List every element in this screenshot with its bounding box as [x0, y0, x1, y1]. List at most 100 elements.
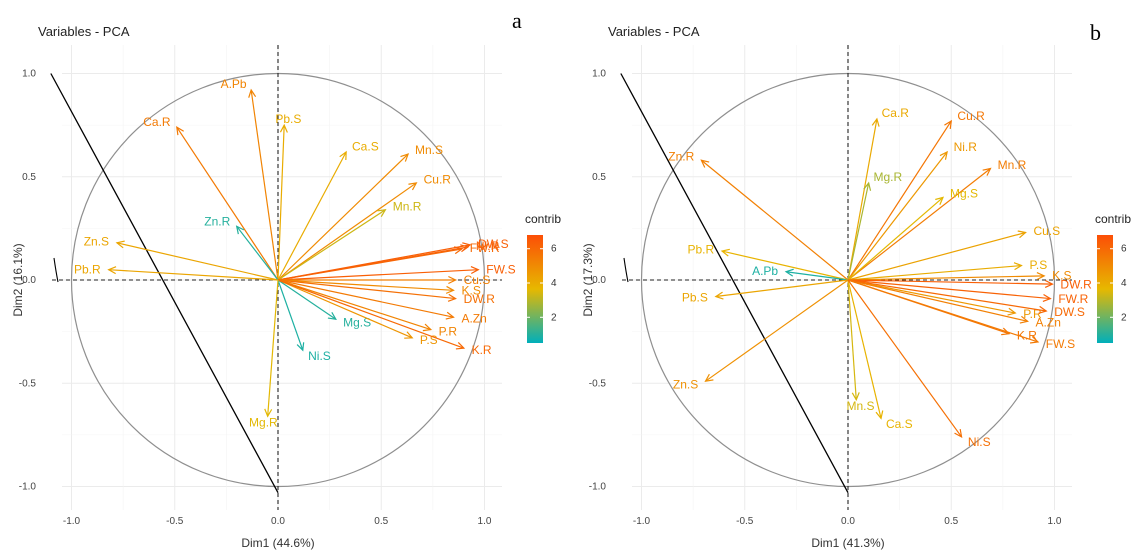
y-tick-label: 0.0	[22, 275, 36, 286]
arrow-shaft	[277, 269, 479, 281]
arrow-head	[851, 392, 860, 402]
variable-arrow-Pb.S: Pb.S	[682, 279, 849, 304]
arrow-shaft	[277, 244, 471, 281]
arrow-shaft	[847, 279, 1039, 343]
variable-label: DW.R	[1060, 277, 1092, 291]
arrow-head	[422, 323, 433, 332]
arrow-head	[115, 240, 125, 249]
arrow-shaft	[847, 120, 952, 281]
legend-title: contrib	[1095, 212, 1131, 226]
arrow-shaft	[847, 275, 1045, 281]
arrow-head	[339, 150, 347, 160]
arrow-head	[107, 266, 117, 275]
arrow-head	[1001, 327, 1011, 336]
variable-arrow-A.Pb: A.Pb	[752, 264, 849, 281]
variable-arrow-Mg.R: Mg.R	[847, 170, 902, 281]
legend-tick-label: 2	[551, 312, 557, 323]
variable-arrow-Mn.S: Mn.S	[847, 279, 875, 413]
arrow-shaft	[277, 151, 347, 281]
arrow-shaft	[277, 279, 337, 320]
arrow-head	[871, 117, 880, 127]
legend-colorbar	[527, 235, 543, 343]
arrow-head	[445, 311, 455, 320]
arrow-shaft	[176, 126, 279, 281]
variable-arrow-Ni.R: Ni.R	[847, 140, 977, 281]
arrow-head	[704, 373, 714, 382]
arrow-shaft	[277, 279, 465, 349]
x-tick-label: -1.0	[63, 516, 81, 527]
arrow-head	[1038, 305, 1048, 314]
arrow-shaft	[277, 279, 456, 300]
arrow-shaft	[847, 264, 1022, 281]
panel-letter: a	[512, 8, 522, 33]
variable-arrow-P.R: P.R	[277, 279, 457, 338]
arrow-head	[1029, 335, 1040, 344]
variable-label: Pb.S	[275, 112, 301, 126]
arrow-head	[264, 408, 273, 418]
y-tick-label: 0.5	[592, 172, 606, 183]
variable-label: A.Pb	[752, 264, 778, 278]
y-tick-label: -0.5	[589, 378, 607, 389]
arrow-head	[1036, 271, 1046, 281]
variable-arrow-FW.R: FW.R	[847, 279, 1089, 306]
arrow-shaft	[277, 125, 285, 281]
variable-label: FW.R	[1058, 292, 1088, 306]
variable-arrow-DW.R: DW.R	[847, 277, 1092, 291]
arrow-head	[279, 123, 288, 133]
variable-arrow-Mg.S: Mg.S	[847, 186, 978, 281]
edge-curve	[623, 257, 629, 283]
variable-label: Cu.R	[957, 109, 985, 123]
variable-arrow-Pb.S: Pb.S	[275, 112, 301, 281]
arrow-head	[939, 150, 948, 160]
arrow-head	[863, 181, 872, 191]
y-tick-label: 1.0	[592, 69, 606, 80]
arrow-head	[784, 268, 794, 277]
arrow-shaft	[847, 279, 963, 438]
variable-label: A.Zn	[1036, 316, 1061, 330]
arrow-shaft	[847, 279, 1051, 300]
x-tick-label: -0.5	[166, 516, 184, 527]
legend-colorbar	[1097, 235, 1113, 343]
variable-label: Cu.R	[424, 172, 452, 186]
legend-tick-label: 6	[551, 244, 557, 255]
legend-tick-label: 4	[551, 278, 557, 289]
variable-arrow-Mg.R: Mg.R	[249, 279, 279, 429]
variable-label: K.S	[1052, 269, 1071, 283]
arrow-shaft	[847, 168, 991, 281]
variable-label: Ni.R	[476, 239, 500, 253]
variable-label: FW.S	[1046, 337, 1075, 351]
variable-arrow-Cu.S: Cu.S	[847, 224, 1060, 281]
legend: contrib 6 4 2	[1095, 212, 1131, 343]
arrow-head	[720, 248, 730, 257]
variable-arrow-DW.S: DW.S	[847, 279, 1085, 319]
variable-label: Pb.R	[74, 262, 101, 276]
variable-label: Zn.R	[668, 149, 694, 163]
x-tick-label: -0.5	[736, 516, 754, 527]
variable-label: Mg.R	[249, 415, 278, 429]
variable-label: Ca.R	[143, 115, 171, 129]
arrow-shaft	[277, 209, 386, 281]
x-tick-label: 0.0	[271, 516, 285, 527]
variable-arrow-Mg.S: Mg.S	[277, 279, 371, 330]
arrow-head	[235, 225, 245, 235]
y-tick-label: -0.5	[19, 378, 37, 389]
edge-curve	[53, 257, 59, 283]
arrow-head	[1013, 262, 1023, 271]
variable-label: Mg.S	[950, 186, 978, 200]
x-axis-label: Dim1 (44.6%)	[241, 536, 314, 550]
arrow-head	[1007, 307, 1017, 316]
plot-title: Variables - PCA	[38, 24, 130, 39]
arrow-shaft	[721, 250, 849, 281]
x-tick-label: -1.0	[633, 516, 651, 527]
variable-arrow-Zn.S: Zn.S	[673, 279, 849, 392]
variable-arrow-Zn.R: Zn.R	[668, 149, 849, 281]
variable-arrow-Pb.R: Pb.R	[74, 262, 279, 281]
reference-line	[620, 73, 849, 494]
arrow-shaft	[847, 279, 1053, 285]
variable-arrow-Pb.R: Pb.R	[687, 243, 849, 281]
arrow-shaft	[847, 231, 1026, 281]
variable-label: Mn.R	[998, 158, 1027, 172]
variable-arrow-Ni.S: Ni.S	[847, 279, 991, 449]
variable-arrow-Ni.S: Ni.S	[277, 279, 331, 363]
